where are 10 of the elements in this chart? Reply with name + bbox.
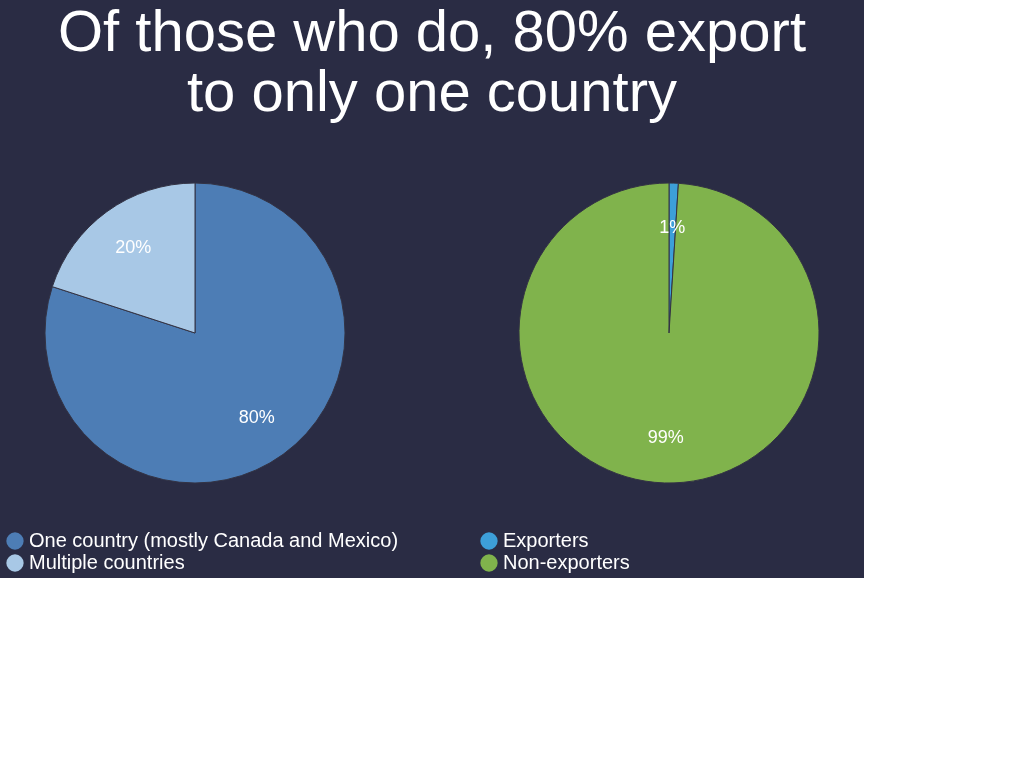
pie-slice [518,182,820,484]
legend-label: One country (mostly Canada and Mexico) [29,529,399,551]
legend-label: Multiple countries [29,551,185,573]
data-label: 20% [115,237,152,258]
legend-label: Non-exporters [503,551,630,573]
legend-label: Exporters [503,529,589,551]
data-label: 99% [647,426,684,447]
pie-slice [44,182,346,484]
chart-title: Of those who do, 80% export to only one country [58,0,806,123]
data-label: 80% [238,406,275,427]
